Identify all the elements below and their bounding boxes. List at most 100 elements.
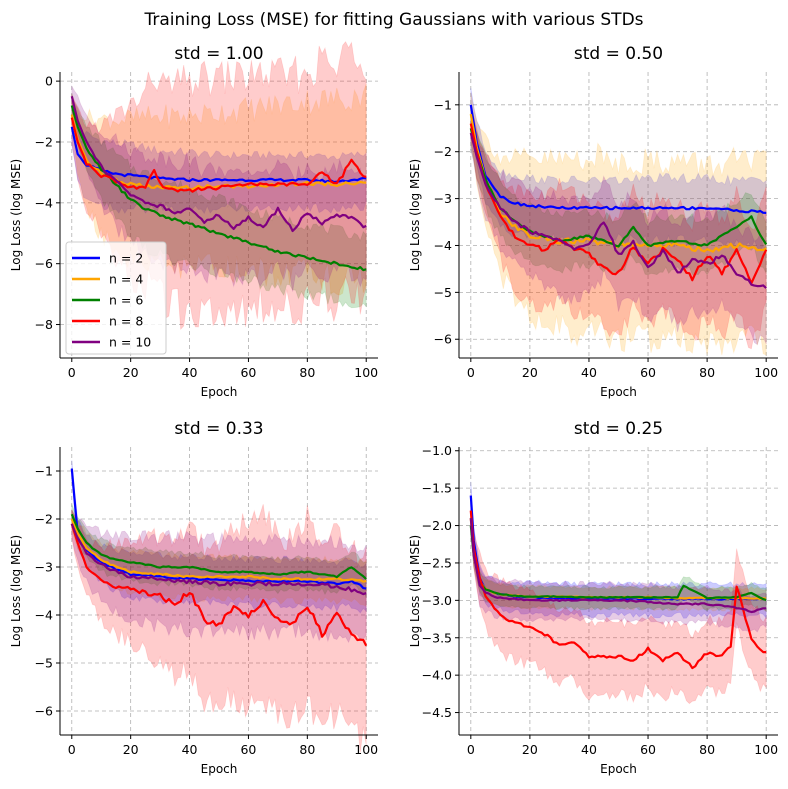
line-n2: [469, 104, 767, 214]
x-tick-label: 80: [299, 365, 315, 380]
y-tick-label: −6: [35, 256, 53, 271]
x-tick-label: 0: [68, 742, 76, 757]
legend-label: n = 4: [109, 272, 143, 287]
x-tick-label: 40: [581, 365, 597, 380]
y-tick-label: −1.0: [422, 443, 452, 458]
line-n10: [70, 96, 367, 233]
x-tick-label: 20: [522, 742, 538, 757]
legend-label: n = 8: [109, 314, 143, 329]
band-n8: [470, 105, 767, 350]
band-n6: [470, 514, 767, 613]
subplot-title: std = 0.25: [574, 419, 663, 439]
line-n2: [70, 126, 367, 184]
legend-label: n = 2: [109, 251, 143, 266]
subplot-title: std = 0.50: [574, 44, 663, 64]
subplot-grid: 0 20 40 60 80 100 0 −2 −4 −6 −8 std = 1.00 Epoch Log …: [9, 40, 778, 776]
x-tick-label: 0: [467, 742, 475, 757]
y-tick-label: −3.0: [422, 593, 452, 608]
line-n8: [469, 510, 767, 670]
y-tick-label: −2.0: [422, 518, 452, 533]
y-tick-label: −2: [434, 144, 452, 159]
x-tick-label: 60: [640, 365, 656, 380]
legend-label: n = 10: [109, 335, 151, 350]
subplot-2: 0 20 40 60 80 100 −1 −2 −3 −4 −5 −6 std = 0.50 Epoch L…: [408, 44, 778, 399]
band-n4: [71, 510, 367, 607]
band-n8: [470, 494, 767, 705]
subplot-title: std = 0.33: [174, 419, 263, 439]
x-tick-label: 60: [240, 742, 256, 757]
figure-title: Training Loss (MSE) for fitting Gaussian…: [143, 10, 643, 30]
subplot-4: 0 20 40 60 80 100 −1.0 −1.5 −2.0 −2.5 −3.0 −3.5 −4.0…: [408, 419, 778, 776]
band-n6: [470, 109, 767, 276]
x-tick-label: 60: [640, 742, 656, 757]
band-n4: [470, 92, 767, 356]
x-axis-label: Epoch: [600, 385, 637, 399]
x-tick-label: 100: [754, 742, 778, 757]
x-tick-label: 80: [699, 742, 715, 757]
band-n2: [470, 481, 767, 620]
legend-label: n = 6: [109, 293, 143, 308]
y-tick-label: −4: [35, 195, 53, 210]
band-n10: [470, 120, 767, 346]
x-axis-label: Epoch: [201, 762, 238, 776]
y-tick-label: −4.5: [422, 705, 452, 720]
y-tick-label: −1: [434, 97, 452, 112]
x-tick-label: 0: [68, 365, 76, 380]
y-tick-label: −2: [35, 134, 53, 149]
y-tick-label: −1.5: [422, 481, 452, 496]
x-tick-label: 20: [522, 365, 538, 380]
line-n6: [70, 105, 367, 272]
x-tick-label: 40: [182, 742, 198, 757]
legend: n = 2 n = 4 n = 6 n = 8 n = 10: [65, 241, 167, 355]
line-n10: [469, 132, 767, 289]
y-axis-label: Log Loss (log MSE): [9, 535, 23, 647]
y-tick-label: −6: [434, 332, 452, 347]
x-tick-label: 20: [123, 742, 139, 757]
x-tick-label: 100: [354, 742, 378, 757]
y-tick-label: 0: [45, 74, 53, 89]
y-tick-label: −6: [35, 704, 53, 719]
x-tick-label: 80: [699, 365, 715, 380]
y-axis-label: Log Loss (log MSE): [408, 535, 422, 647]
y-tick-label: −1: [35, 464, 53, 479]
line-n8: [469, 123, 768, 285]
y-axis-label: Log Loss (log MSE): [9, 159, 23, 271]
line-n10: [469, 518, 767, 614]
x-tick-label: 100: [354, 365, 378, 380]
subplot-title: std = 1.00: [174, 44, 263, 64]
line-n6: [70, 513, 367, 580]
y-tick-label: −2: [35, 512, 53, 527]
y-tick-label: −4.0: [422, 668, 452, 683]
line-n6: [469, 525, 767, 602]
x-axis-label: Epoch: [600, 762, 637, 776]
band-n4: [470, 506, 767, 612]
line-n4: [70, 518, 367, 583]
x-tick-label: 20: [123, 365, 139, 380]
band-n8: [71, 504, 367, 753]
x-axis-label: Epoch: [201, 385, 238, 399]
y-tick-label: −3.5: [422, 630, 452, 645]
line-n10: [70, 523, 367, 596]
y-tick-label: −5: [434, 285, 452, 300]
subplot-1: 0 20 40 60 80 100 0 −2 −4 −6 −8 std = 1.00 Epoch Log …: [9, 40, 378, 399]
y-tick-label: −3: [35, 560, 53, 575]
legend-box: [65, 241, 167, 355]
x-tick-label: 100: [754, 365, 778, 380]
x-tick-label: 40: [182, 365, 198, 380]
y-tick-label: −4: [434, 238, 452, 253]
subplot-3: 0 20 40 60 80 100 −1 −2 −3 −4 −5 −6 std = 0.33 Epoch L…: [9, 419, 378, 776]
x-tick-label: 0: [467, 365, 475, 380]
y-tick-label: −5: [35, 656, 53, 671]
x-tick-label: 40: [581, 742, 597, 757]
line-n2: [70, 468, 367, 590]
x-tick-label: 80: [299, 742, 315, 757]
y-tick-label: −3: [434, 191, 452, 206]
x-tick-label: 60: [240, 365, 256, 380]
y-tick-label: −4: [35, 608, 53, 623]
y-tick-label: −8: [35, 317, 53, 332]
band-n10: [470, 503, 767, 633]
line-n8: [70, 523, 368, 647]
y-tick-label: −2.5: [422, 555, 452, 570]
y-axis-label: Log Loss (log MSE): [408, 159, 422, 271]
